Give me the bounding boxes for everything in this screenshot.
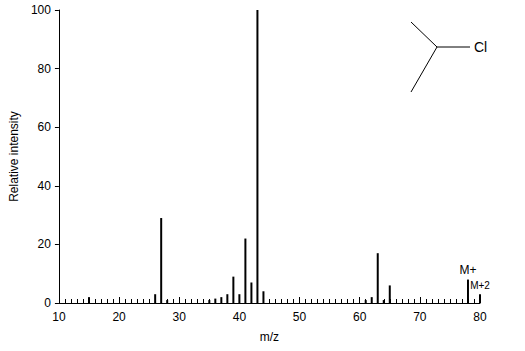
svg-text:Cl: Cl <box>474 39 487 55</box>
svg-text:m/z: m/z <box>260 330 279 344</box>
svg-text:20: 20 <box>112 310 126 324</box>
svg-text:80: 80 <box>38 62 52 76</box>
svg-text:70: 70 <box>413 310 427 324</box>
svg-text:30: 30 <box>173 310 187 324</box>
svg-text:M+: M+ <box>459 263 476 277</box>
svg-text:60: 60 <box>353 310 367 324</box>
svg-text:50: 50 <box>293 310 307 324</box>
svg-text:0: 0 <box>44 296 51 310</box>
svg-text:80: 80 <box>473 310 487 324</box>
svg-text:M+2: M+2 <box>470 280 490 291</box>
svg-text:100: 100 <box>31 3 51 17</box>
svg-text:Relative intensity: Relative intensity <box>7 111 21 202</box>
svg-text:20: 20 <box>38 237 52 251</box>
svg-text:60: 60 <box>38 120 52 134</box>
svg-text:40: 40 <box>233 310 247 324</box>
svg-text:10: 10 <box>52 310 66 324</box>
svg-text:40: 40 <box>38 179 52 193</box>
